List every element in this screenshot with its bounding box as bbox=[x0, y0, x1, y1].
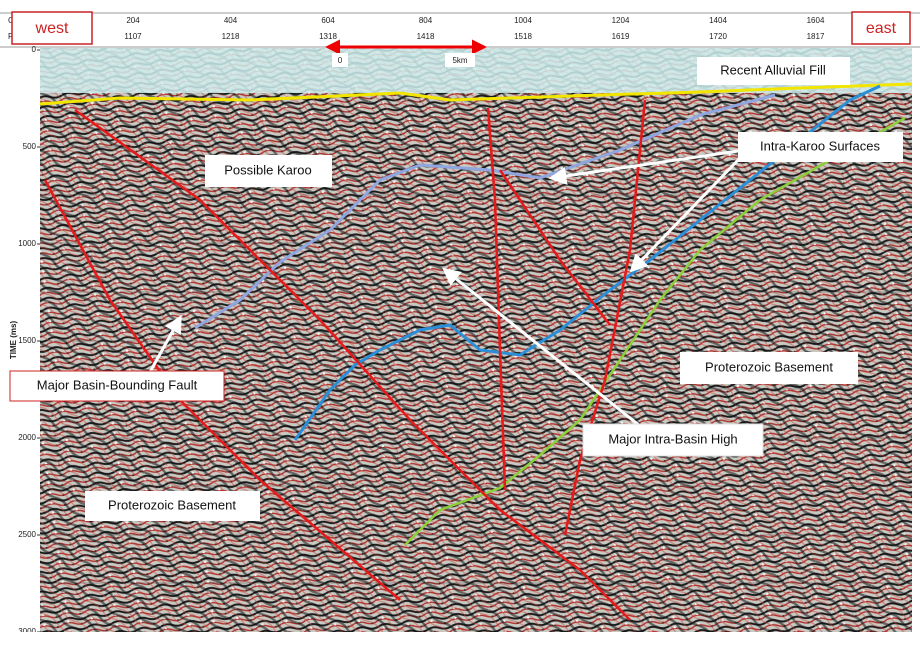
faults bbox=[43, 99, 647, 621]
annotation: Proterozoic Basement bbox=[705, 359, 833, 374]
annotation: Possible Karoo bbox=[224, 162, 311, 177]
annotation-box bbox=[205, 155, 332, 187]
time-tick-label: 2500 bbox=[18, 530, 36, 539]
annotation-box bbox=[582, 423, 764, 457]
scale-end: 5km bbox=[452, 56, 467, 65]
recvcmp-tick-label: 1518 bbox=[514, 32, 532, 41]
cmp-tick-label: 804 bbox=[419, 16, 433, 25]
annotation: Major Basin-Bounding Fault bbox=[37, 377, 198, 392]
recvcmp-tick-label: 1720 bbox=[709, 32, 727, 41]
east-label: east bbox=[866, 20, 897, 37]
scale-label-box bbox=[445, 53, 475, 67]
annotation-box bbox=[697, 57, 850, 85]
recvcmp-tick-label: 1218 bbox=[222, 32, 240, 41]
time-tick-label: 2000 bbox=[18, 433, 36, 442]
recvcmp-tick-label: 1817 bbox=[807, 32, 825, 41]
time-tick-label: 1000 bbox=[18, 239, 36, 248]
time-tick-label: 0 bbox=[32, 45, 37, 54]
annotation-box bbox=[680, 352, 858, 384]
axis-label: TIME (ms) bbox=[9, 321, 18, 360]
intra-karoo-horizon-upper bbox=[194, 93, 776, 330]
time-tick-label: 1500 bbox=[18, 336, 36, 345]
scale-label-box bbox=[332, 53, 348, 67]
time-tick-label: 3000 bbox=[18, 627, 36, 636]
annotation-box bbox=[738, 132, 903, 162]
time-tick-label: 500 bbox=[23, 142, 37, 151]
basement-top-horizon bbox=[404, 116, 906, 546]
west-box bbox=[11, 11, 93, 45]
annotation-box bbox=[85, 491, 260, 521]
annotation: Proterozoic Basement bbox=[108, 497, 236, 512]
cmp-tick-label: 1204 bbox=[612, 16, 630, 25]
annotation: Intra-Karoo Surfaces bbox=[760, 138, 880, 153]
cmp-tick-label: 404 bbox=[224, 16, 238, 25]
recvcmp-tick-label: 1619 bbox=[612, 32, 630, 41]
recvcmp-tick-label: 1318 bbox=[319, 32, 337, 41]
alluvial-base-horizon bbox=[39, 82, 913, 106]
cmp-tick-label: 1004 bbox=[514, 16, 532, 25]
annotation: Major Intra-Basin High bbox=[608, 431, 737, 446]
east-box bbox=[851, 11, 911, 45]
annotation-box bbox=[9, 370, 225, 402]
footer-background bbox=[0, 632, 920, 646]
recvcmp-tick-label: 1107 bbox=[124, 32, 142, 41]
annotation: Recent Alluvial Fill bbox=[720, 62, 826, 77]
scale-start: 0 bbox=[338, 56, 343, 65]
recvcmp-tick-label: 1418 bbox=[417, 32, 435, 41]
cmp-tick-label: 204 bbox=[126, 16, 140, 25]
cmp-tick-label: 1604 bbox=[807, 16, 825, 25]
cmp-tick-label: 604 bbox=[321, 16, 335, 25]
axis-background bbox=[0, 48, 40, 646]
arrows bbox=[148, 148, 746, 428]
west-label: west bbox=[35, 20, 69, 37]
cmp-tick-label: 1404 bbox=[709, 16, 727, 25]
